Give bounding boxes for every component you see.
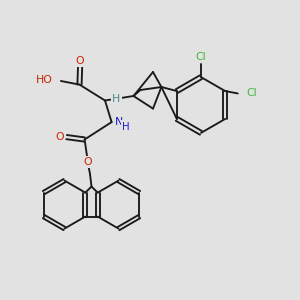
- Text: H: H: [122, 122, 130, 132]
- Text: O: O: [83, 157, 92, 167]
- Text: O: O: [76, 56, 84, 66]
- Text: HO: HO: [36, 75, 53, 85]
- Text: H: H: [112, 94, 121, 104]
- Text: Cl: Cl: [246, 88, 257, 98]
- Text: Cl: Cl: [196, 52, 206, 62]
- Text: O: O: [55, 131, 64, 142]
- Text: N: N: [115, 117, 123, 127]
